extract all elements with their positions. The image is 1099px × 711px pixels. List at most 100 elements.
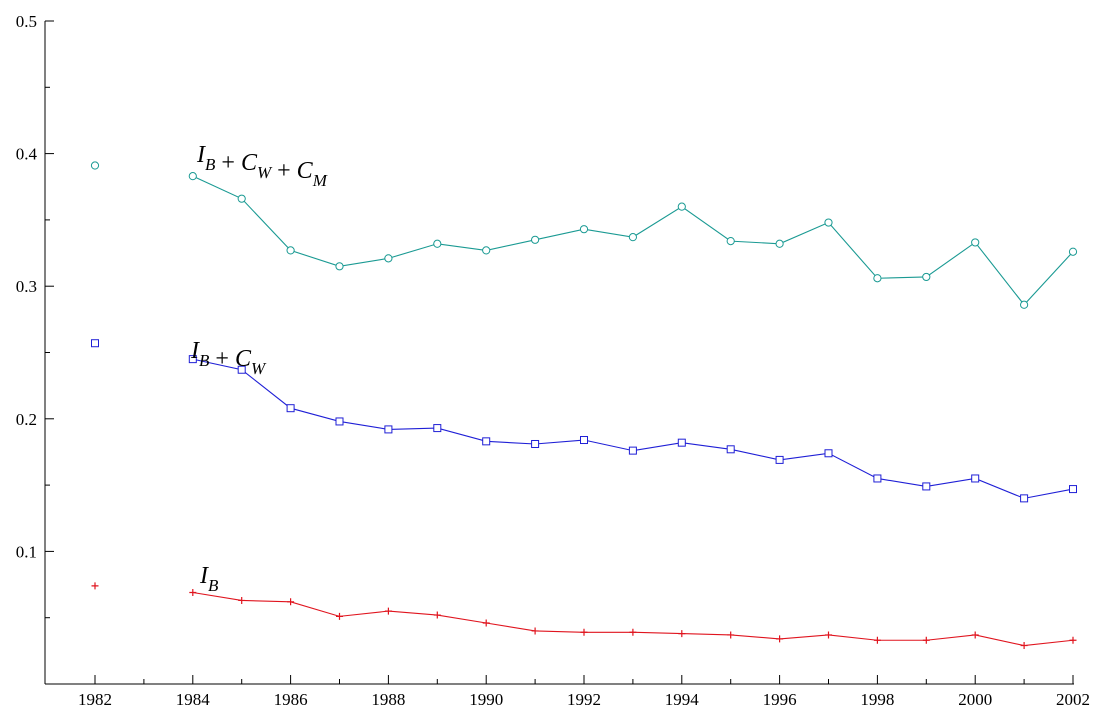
series-square bbox=[91, 339, 1077, 503]
label-subscript: M bbox=[312, 171, 328, 190]
label-operator: + bbox=[209, 346, 235, 372]
data-point bbox=[238, 596, 246, 604]
data-point bbox=[824, 449, 833, 458]
series-circle bbox=[90, 161, 1078, 309]
data-point bbox=[1020, 300, 1029, 309]
data-point bbox=[580, 436, 588, 445]
data-point bbox=[237, 194, 246, 203]
series-label: IB + CW + CM bbox=[196, 142, 328, 190]
label-symbol: I bbox=[196, 142, 206, 168]
data-point bbox=[433, 424, 442, 433]
data-point bbox=[922, 482, 931, 491]
data-point bbox=[237, 365, 246, 374]
data-point bbox=[91, 339, 99, 348]
y-tick-label: 0.1 bbox=[16, 542, 37, 561]
data-point bbox=[189, 589, 197, 597]
data-point bbox=[1020, 494, 1029, 503]
data-point bbox=[775, 239, 784, 248]
series-line bbox=[192, 591, 1074, 647]
data-point bbox=[628, 446, 637, 455]
label-symbol: C bbox=[297, 158, 314, 184]
data-point bbox=[971, 238, 980, 247]
x-tick-label: 2000 bbox=[958, 690, 992, 709]
data-point bbox=[384, 425, 393, 434]
data-point bbox=[971, 474, 980, 483]
x-tick-label: 1998 bbox=[860, 690, 894, 709]
label-symbol: I bbox=[199, 563, 209, 589]
x-tick-label: 1994 bbox=[665, 690, 700, 709]
data-point bbox=[384, 607, 392, 615]
series-layer bbox=[90, 161, 1078, 650]
data-point bbox=[873, 636, 881, 644]
data-point bbox=[726, 237, 735, 246]
data-point bbox=[1020, 642, 1028, 650]
x-tick-label: 1986 bbox=[274, 690, 308, 709]
data-point bbox=[531, 235, 540, 244]
series-plus bbox=[91, 582, 1077, 650]
data-point bbox=[482, 246, 491, 255]
data-point bbox=[677, 202, 686, 211]
data-point bbox=[677, 438, 686, 447]
data-point bbox=[335, 262, 344, 271]
series-label: IB bbox=[199, 563, 219, 595]
data-point bbox=[433, 239, 442, 248]
data-point bbox=[188, 172, 197, 181]
x-tick-label: 1990 bbox=[469, 690, 503, 709]
label-subscript: W bbox=[251, 359, 267, 378]
x-tick-label: 1988 bbox=[371, 690, 405, 709]
y-tick-label: 0.4 bbox=[16, 145, 38, 164]
data-point bbox=[286, 404, 295, 413]
data-point bbox=[531, 627, 539, 635]
data-point bbox=[922, 272, 931, 282]
label-symbol: I bbox=[190, 338, 200, 364]
data-point bbox=[873, 474, 882, 483]
data-point bbox=[188, 355, 197, 364]
data-point bbox=[286, 246, 295, 255]
y-tick-label: 0.3 bbox=[16, 277, 37, 296]
label-subscript: B bbox=[205, 155, 216, 174]
data-point bbox=[922, 636, 930, 644]
data-point bbox=[531, 439, 540, 448]
data-point bbox=[287, 598, 295, 606]
data-point bbox=[776, 635, 784, 643]
data-point bbox=[775, 455, 784, 464]
x-tick-label: 1984 bbox=[176, 690, 211, 709]
data-point bbox=[482, 619, 490, 627]
y-tick-label: 0.2 bbox=[16, 410, 37, 429]
label-subscript: B bbox=[208, 576, 219, 595]
x-tick-label: 1982 bbox=[78, 690, 112, 709]
data-point bbox=[628, 233, 638, 242]
data-point bbox=[335, 417, 344, 426]
data-point bbox=[1069, 636, 1077, 644]
data-point bbox=[727, 631, 735, 639]
x-tick-label: 1992 bbox=[567, 690, 601, 709]
data-point bbox=[629, 628, 637, 636]
label-operator: + bbox=[215, 150, 241, 176]
data-point bbox=[579, 225, 589, 234]
data-point bbox=[971, 631, 979, 639]
data-point bbox=[1069, 485, 1077, 494]
x-tick-label: 1996 bbox=[763, 690, 797, 709]
series-line bbox=[192, 358, 1074, 499]
axes: 0.1 0.2 0.3 0.4 0.5 1982 1984 1986 1988 1990 1992 1… bbox=[16, 12, 1090, 709]
data-point bbox=[90, 161, 100, 170]
data-point bbox=[482, 437, 491, 446]
data-point bbox=[433, 611, 441, 619]
x-tick-label: 2002 bbox=[1056, 690, 1090, 709]
y-tick-label: 0.5 bbox=[16, 12, 37, 31]
data-point bbox=[580, 628, 588, 636]
label-symbol: C bbox=[241, 150, 258, 176]
data-point bbox=[384, 254, 393, 263]
data-point bbox=[824, 218, 833, 227]
data-point bbox=[1068, 247, 1078, 256]
label-subscript: W bbox=[257, 163, 273, 182]
data-point bbox=[336, 612, 343, 620]
label-symbol: C bbox=[235, 346, 252, 372]
label-subscript: B bbox=[199, 351, 210, 370]
data-point bbox=[726, 445, 735, 454]
data-point bbox=[91, 582, 99, 590]
label-operator: + bbox=[271, 158, 297, 184]
